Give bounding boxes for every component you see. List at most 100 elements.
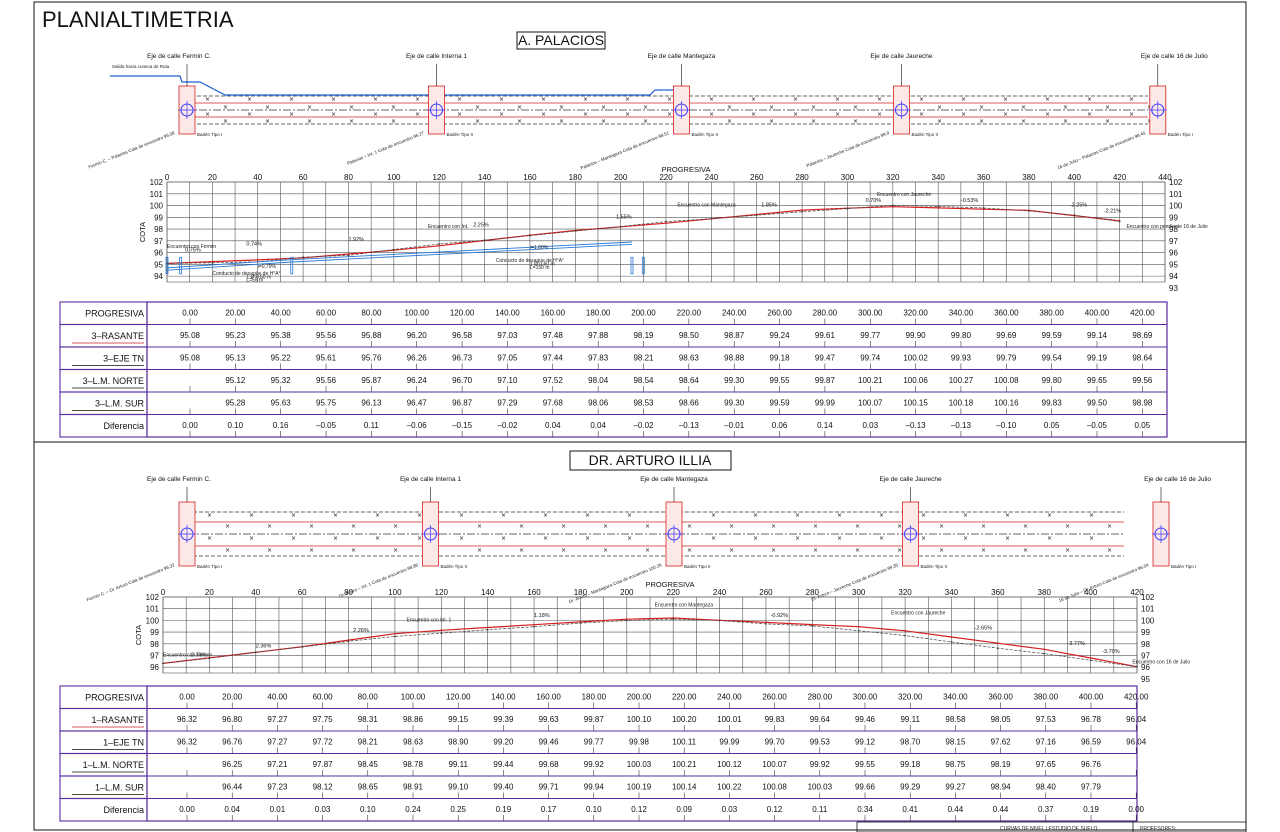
lot-mark: × xyxy=(225,523,230,530)
x-tick-label: 300 xyxy=(852,588,866,597)
series-point xyxy=(438,243,441,245)
lot-mark: × xyxy=(627,535,632,542)
lot-mark: × xyxy=(601,104,606,111)
table-cell: 100.18 xyxy=(949,398,974,407)
table-cell: 100.03 xyxy=(627,760,652,769)
x-axis-title: PROGRESIVA xyxy=(645,580,694,589)
lot-mark: × xyxy=(625,96,630,103)
series-point xyxy=(579,622,582,624)
table-cell: 96.58 xyxy=(452,331,473,340)
x-tick-label: 400 xyxy=(1084,588,1098,597)
slope-label: 1.92% xyxy=(348,237,364,243)
lot-mark: × xyxy=(751,96,756,103)
table-cell: 97.68 xyxy=(543,398,564,407)
series-line xyxy=(166,204,1120,264)
table-cell: 96.26 xyxy=(407,353,428,362)
series-point xyxy=(347,640,350,643)
table-cell: 96.25 xyxy=(222,760,243,769)
table-cell: 99.40 xyxy=(493,782,514,791)
table-cell: 340.00 xyxy=(949,308,974,317)
series-point xyxy=(347,253,350,255)
table-cell: 420.00 xyxy=(1124,692,1149,701)
profile-note: 1 Ø 0,60 m xyxy=(530,262,555,268)
lot-mark: × xyxy=(391,104,396,111)
series-point xyxy=(765,622,767,625)
lot-mark: × xyxy=(1003,96,1008,103)
x-tick-label: 400 xyxy=(1068,173,1082,182)
lot-mark: × xyxy=(351,547,356,554)
y-tick-label: 96 xyxy=(154,249,163,258)
lot-mark: × xyxy=(391,118,396,125)
table-cell: 0.44 xyxy=(993,805,1009,814)
lot-mark: × xyxy=(561,547,566,554)
table-cell: 98.66 xyxy=(679,398,700,407)
table-cell: 320.00 xyxy=(903,308,928,317)
series-point xyxy=(166,262,168,265)
lot-mark: × xyxy=(939,523,944,530)
lot-mark: × xyxy=(1065,523,1070,530)
table-cell: 96.70 xyxy=(452,376,473,385)
lot-mark: × xyxy=(289,96,294,103)
drain-profile xyxy=(166,261,292,271)
table-cell: 97.29 xyxy=(497,398,518,407)
baden-note: Badén Tipo I xyxy=(1168,132,1193,137)
table-cell: 0.00 xyxy=(179,692,195,701)
table-cell: 98.86 xyxy=(403,715,424,724)
lot-mark: × xyxy=(897,523,902,530)
lot-mark: × xyxy=(963,512,968,519)
table-cell: 60.00 xyxy=(316,308,337,317)
title-block-left-text: CURVAS DE NIVEL / ESTUDIO DE SUELO xyxy=(1000,826,1098,832)
baden-note: Badén Tipo II xyxy=(911,132,938,137)
series-point xyxy=(394,632,396,635)
lot-mark: × xyxy=(837,512,842,519)
profile-chart: 0 20 40 60 80 100 120 140 160 180 200 220 240 260 280 3… xyxy=(138,165,1208,293)
lot-mark: × xyxy=(709,96,714,103)
lot-mark: × xyxy=(961,111,966,118)
table-cell: 99.70 xyxy=(765,737,786,746)
table-cell: 0.12 xyxy=(767,805,783,814)
table-cell: 98.70 xyxy=(900,737,921,746)
table-cell: 99.24 xyxy=(770,331,791,340)
series-point xyxy=(1043,648,1046,651)
table-cell: 100.27 xyxy=(949,376,974,385)
row-label: 1–RASANTE xyxy=(91,715,144,725)
table-cell: 96.32 xyxy=(177,715,198,724)
table-cell: 99.63 xyxy=(539,715,560,724)
table-cell: 260.00 xyxy=(762,692,787,701)
table-cell: 99.50 xyxy=(1087,398,1108,407)
x-tick-label: 320 xyxy=(898,588,912,597)
series-point xyxy=(891,205,894,208)
table-cell: 96.73 xyxy=(452,353,473,362)
lot-mark: × xyxy=(1089,535,1094,542)
slope-label: 1.55% xyxy=(616,214,632,220)
series-point xyxy=(857,629,860,632)
table-cell: 96.59 xyxy=(1081,737,1102,746)
lot-mark: × xyxy=(711,512,716,519)
x-tick-label: 80 xyxy=(344,588,353,597)
table-cell: 0.25 xyxy=(450,805,466,814)
table-cell: 98.98 xyxy=(1132,398,1153,407)
lot-mark: × xyxy=(921,512,926,519)
y-tick-label-right: 102 xyxy=(1141,593,1155,602)
intersection-label: Eje de calle 16 de Julio xyxy=(1144,476,1211,483)
lot-mark: × xyxy=(897,547,902,554)
table-cell: 60.00 xyxy=(313,692,334,701)
y-tick-label-right: 98 xyxy=(1169,225,1178,234)
table-cell: 97.03 xyxy=(497,331,518,340)
table-cell: 96.47 xyxy=(407,398,428,407)
profile-note: Encuentro con Int. xyxy=(428,224,469,230)
lot-mark: × xyxy=(307,104,312,111)
slope-label: 1.18% xyxy=(534,613,550,619)
lot-mark: × xyxy=(543,535,548,542)
table-cell: 95.13 xyxy=(225,353,246,362)
table-cell: 100.15 xyxy=(903,398,928,407)
series-point xyxy=(950,641,953,643)
table-cell: –0.02 xyxy=(497,421,518,430)
series-point xyxy=(625,619,628,622)
lot-mark: × xyxy=(793,111,798,118)
table-cell: 0.01 xyxy=(270,805,286,814)
x-tick-label: 420 xyxy=(1113,173,1127,182)
table-cell: 96.78 xyxy=(1081,715,1102,724)
lot-mark: × xyxy=(1005,512,1010,519)
